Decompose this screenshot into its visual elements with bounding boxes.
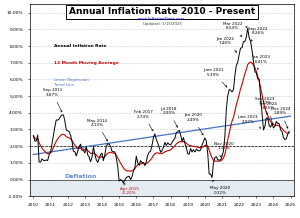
Text: Annual Inflation Rate 2010 - Present: Annual Inflation Rate 2010 - Present	[69, 7, 255, 16]
Text: June 2023
2.97%: June 2023 2.97%	[237, 115, 261, 128]
Text: Apr 2015
-0.20%: Apr 2015 -0.20%	[120, 183, 139, 196]
Text: Nov 2020
1.17%: Nov 2020 1.17%	[214, 142, 234, 157]
Text: Sep 2011
3.87%: Sep 2011 3.87%	[43, 89, 62, 112]
Bar	[30, 179, 294, 196]
Text: Jul 2018
2.90%: Jul 2018 2.90%	[160, 107, 178, 127]
Text: June 2021
5.39%: June 2021 5.39%	[203, 68, 227, 87]
Text: Sep 2022
8.26%: Sep 2022 8.26%	[248, 27, 268, 41]
Text: Jan 2024
3.85%: Jan 2024 3.85%	[259, 102, 277, 125]
Text: 12 Month Moving Average: 12 Month Moving Average	[54, 61, 118, 65]
Text: Updated: 1/15/2025: Updated: 1/15/2025	[142, 22, 182, 26]
Text: Mar 2022
8.54%: Mar 2022 8.54%	[223, 22, 242, 37]
Text: Sep 2023
3.70%: Sep 2023 3.70%	[255, 97, 274, 114]
Text: Linear Regression
Trend Line: Linear Regression Trend Line	[54, 78, 88, 87]
Text: June 2022
9.06%: June 2022 9.06%	[237, 13, 258, 28]
Text: Annual Inflation Rate: Annual Inflation Rate	[54, 44, 106, 48]
Text: Deflation: Deflation	[64, 174, 97, 179]
Text: Dec 2024
2.89%: Dec 2024 2.89%	[271, 107, 290, 128]
Text: Feb 2017
2.74%: Feb 2017 2.74%	[134, 110, 153, 131]
Text: Jan 2020
2.49%: Jan 2020 2.49%	[184, 114, 203, 135]
Text: Jan 2022
7.48%: Jan 2022 7.48%	[216, 37, 237, 52]
Text: May 2020
0.12%: May 2020 0.12%	[210, 180, 230, 195]
Text: www.InflationData.com: www.InflationData.com	[138, 17, 186, 21]
Text: Jan 2023
6.41%: Jan 2023 6.41%	[252, 55, 270, 70]
Text: May 2014
2.13%: May 2014 2.13%	[87, 119, 107, 141]
